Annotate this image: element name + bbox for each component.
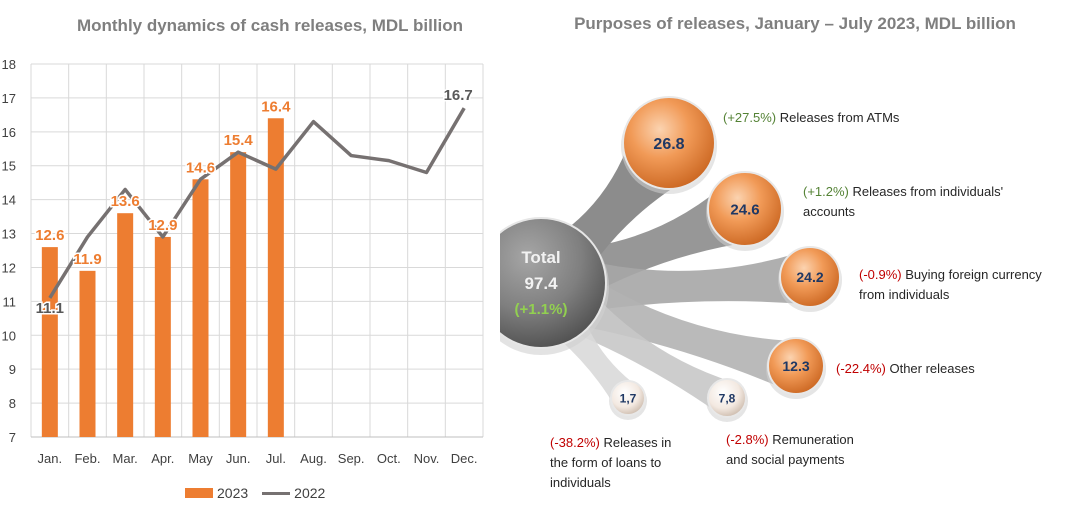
- purpose-label-line1: Releases from ATMs: [776, 110, 900, 125]
- purpose-bubble: [779, 246, 841, 308]
- purpose-change: (+27.5%): [723, 110, 776, 125]
- purpose-label-line1: Releases in: [600, 435, 672, 450]
- purpose-change: (-0.9%): [859, 267, 902, 282]
- monthly-dynamics-chart: 7 8 9 10 11 12 13 14 15 16 17 18 Jan. Feb. Mar. Apr. May…: [2, 57, 484, 466]
- purpose-label-continued: accounts: [803, 204, 856, 219]
- x-tick-label: Jun.: [226, 451, 251, 466]
- purpose-label-line1: Buying foreign currency: [902, 267, 1043, 282]
- purpose-label-continued: and social payments: [726, 452, 845, 467]
- x-tick-label: Jan.: [38, 451, 63, 466]
- x-tick-label: Mar.: [113, 451, 138, 466]
- purpose-label: (+1.2%) Releases from individuals': [803, 184, 1003, 199]
- bar-2023: [192, 179, 209, 438]
- purpose-label-line1: Remuneration: [769, 432, 854, 447]
- purpose-value: 26.8: [653, 136, 684, 153]
- x-tick-label: Oct.: [377, 451, 401, 466]
- x-tick-label: May: [188, 451, 213, 466]
- bar-data-label: 16.4: [261, 98, 291, 115]
- x-tick-label: Feb.: [74, 451, 100, 466]
- purpose-label-line1: Other releases: [886, 361, 975, 376]
- purpose-value: 24.6: [730, 201, 759, 218]
- purpose-label-continued: from individuals: [859, 287, 950, 302]
- bar-data-label: 13.6: [111, 193, 140, 210]
- y-tick-label: 8: [9, 396, 16, 411]
- y-tick-label: 13: [2, 227, 16, 242]
- purpose-label: (-0.9%) Buying foreign currency: [859, 267, 1042, 282]
- y-tick-label: 9: [9, 362, 16, 377]
- purpose-bubble: [767, 337, 825, 395]
- x-tick-label: Apr.: [151, 451, 174, 466]
- purpose-change: (-2.8%): [726, 432, 769, 447]
- bar-data-label: 15.4: [224, 132, 254, 149]
- x-tick-label: Sep.: [338, 451, 365, 466]
- legend-label-2023: 2023: [217, 485, 249, 501]
- purpose-label: (-2.8%) Remuneration: [726, 432, 854, 447]
- bar-2023: [267, 118, 284, 437]
- total-value: 97.4: [524, 274, 558, 293]
- x-tick-label: Nov.: [414, 451, 440, 466]
- legend-swatch-2022: [262, 491, 291, 495]
- bar-2023: [117, 213, 134, 437]
- bar-data-label: 11.9: [73, 251, 101, 268]
- total-label: Total: [521, 248, 560, 267]
- bar-data-label: 12.6: [35, 227, 64, 244]
- total-change: (+1.1%): [515, 301, 568, 318]
- left-chart-title: Monthly dynamics of cash releases, MDL b…: [76, 16, 464, 35]
- y-tick-label: 11: [3, 294, 17, 309]
- y-tick-label: 15: [2, 159, 16, 174]
- line-data-label: 16.7: [444, 87, 473, 104]
- y-tick-label: 18: [2, 57, 16, 72]
- purpose-value: 12.3: [782, 358, 809, 374]
- x-tick-label: Dec.: [451, 451, 478, 466]
- bar-2023: [230, 152, 247, 437]
- y-tick-label: 7: [9, 430, 16, 445]
- y-tick-label: 12: [2, 260, 16, 275]
- y-tick-label: 16: [2, 125, 16, 140]
- legend-swatch-2023: [185, 488, 213, 498]
- purpose-value: 7,8: [719, 391, 736, 405]
- purpose-change: (-22.4%): [836, 361, 886, 376]
- purposes-bubble-chart: Total 97.4 (+1.1%) 26.8 (+27.5%) Releases fr…: [500, 96, 1042, 490]
- y-tick-label: 10: [2, 328, 16, 343]
- purpose-label: (+27.5%) Releases from ATMs: [723, 110, 900, 125]
- line-2022: [48, 107, 466, 299]
- chart-legend: 2023 2022: [185, 485, 325, 501]
- y-tick-label: 17: [2, 91, 16, 106]
- bar-2023: [154, 236, 171, 437]
- x-tick-label: Aug.: [300, 451, 327, 466]
- purpose-label-continued: individuals: [550, 475, 611, 490]
- bar-data-label: 12.9: [148, 217, 177, 234]
- purpose-bubble: [707, 171, 783, 247]
- purpose-label: (-22.4%) Other releases: [836, 361, 975, 376]
- x-tick-label: Jul.: [266, 451, 286, 466]
- purpose-bubble: [610, 380, 646, 416]
- purpose-change: (+1.2%): [803, 184, 849, 199]
- legend-label-2022: 2022: [294, 485, 326, 501]
- purpose-change: (-38.2%): [550, 435, 600, 450]
- purpose-label-line1: Releases from individuals': [849, 184, 1003, 199]
- line-data-label: 11.1: [36, 300, 64, 317]
- purpose-value: 1,7: [620, 391, 637, 405]
- y-tick-label: 14: [2, 193, 16, 208]
- total-bubble: [500, 217, 607, 349]
- purpose-bubble: [707, 378, 747, 418]
- purpose-value: 24.2: [796, 269, 823, 285]
- purpose-label-continued: the form of loans to: [550, 455, 661, 470]
- right-chart-title: Purposes of releases, January – July 202…: [574, 14, 1016, 33]
- purpose-bubble: [622, 96, 716, 190]
- bar-data-label: 14.6: [186, 159, 215, 176]
- purpose-label: (-38.2%) Releases in: [550, 435, 671, 450]
- bar-2023: [41, 247, 58, 437]
- bar-2023: [79, 270, 96, 437]
